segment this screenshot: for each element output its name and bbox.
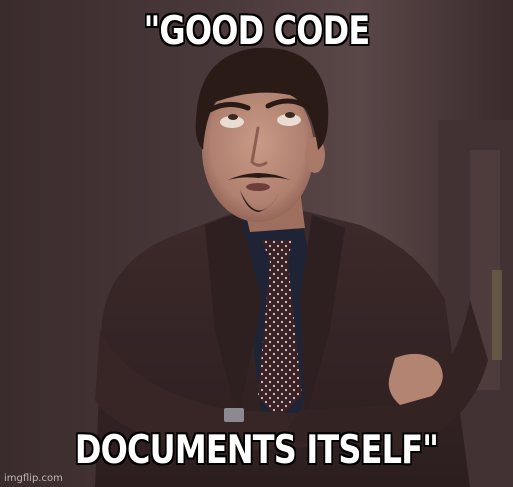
left-arm <box>95 330 340 452</box>
eye-left <box>220 116 244 128</box>
tie <box>258 240 302 420</box>
nose <box>250 126 268 167</box>
eyebrow-right <box>265 98 309 109</box>
light-strip <box>492 270 502 360</box>
hand <box>388 353 443 405</box>
right-arm <box>280 300 488 450</box>
meme-bottom-text: DOCUMENTS ITSELF" <box>74 428 439 473</box>
goatee <box>240 190 280 212</box>
pupil-left <box>228 114 238 120</box>
lapel-left <box>205 212 262 420</box>
pupil-right <box>285 112 295 118</box>
eye-right <box>277 114 301 126</box>
lapel-right <box>300 215 345 420</box>
mouth <box>246 183 270 191</box>
watch <box>224 408 244 422</box>
hair <box>195 47 329 150</box>
imgflip-watermark: imgflip.com <box>4 473 63 484</box>
eyebrow-left <box>207 102 251 113</box>
mustache <box>228 173 290 180</box>
meme-top-text: "GOOD CODE <box>143 9 371 54</box>
